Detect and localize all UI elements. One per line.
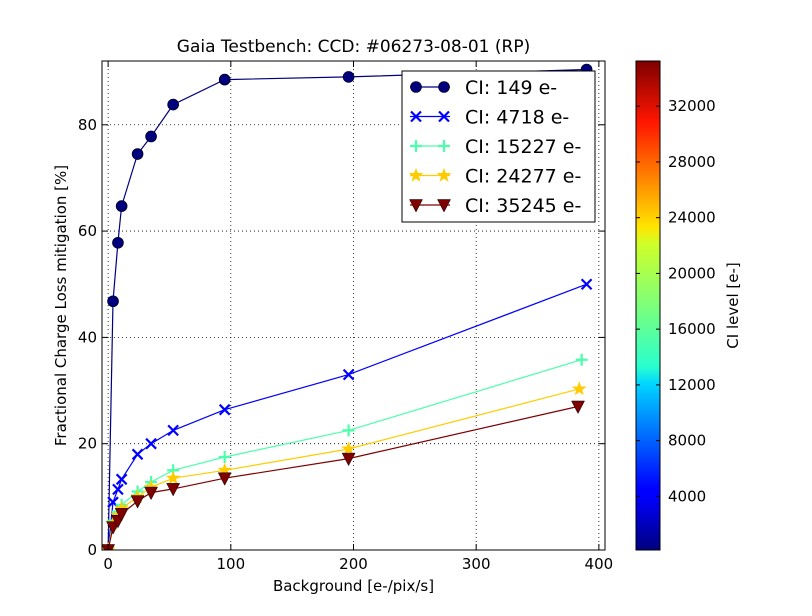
data-point <box>130 495 145 509</box>
data-point <box>342 368 355 381</box>
data-point <box>342 71 355 83</box>
data-point <box>112 483 124 496</box>
colorbar-tick-label: 16000 <box>668 320 716 338</box>
colorbar-tick-label: 12000 <box>668 376 716 394</box>
data-point <box>145 437 157 450</box>
legend-label: CI: 149 e- <box>465 77 557 99</box>
data-point <box>115 473 128 486</box>
colorbar-tick-label: 8000 <box>668 432 706 450</box>
grid-layer <box>102 61 605 551</box>
data-point <box>114 508 129 522</box>
data-point <box>167 98 179 111</box>
series <box>102 381 587 550</box>
data-point <box>145 130 157 143</box>
legend-marker <box>437 199 451 213</box>
y-tick-label: 60 <box>78 222 97 240</box>
legend-marker <box>409 199 423 213</box>
colorbar-tick-label: 32000 <box>668 97 716 115</box>
legend-label: CI: 24277 e- <box>465 166 581 188</box>
y-tick-label: 0 <box>87 541 97 559</box>
legend-marker <box>438 110 450 123</box>
legend-marker <box>410 140 422 152</box>
data-point <box>571 400 585 415</box>
data-point <box>131 448 144 461</box>
y-tick-label: 80 <box>78 116 97 134</box>
data-point <box>575 353 588 366</box>
x-tick-label: 300 <box>462 555 491 573</box>
legend-label: CI: 15227 e- <box>465 136 581 158</box>
data-point <box>217 472 232 486</box>
colorbar-tick-label: 24000 <box>668 209 716 227</box>
x-axis-label: Background [e-/pix/s] <box>273 577 434 595</box>
series <box>102 63 593 550</box>
data-point <box>342 424 355 437</box>
x-tick-label: 100 <box>216 555 245 573</box>
legend: CI: 149 e- CI: 4718 e- CI: 15227 e- CI: 242… <box>401 70 596 223</box>
data-point <box>115 200 128 212</box>
data-point <box>166 483 181 497</box>
series <box>102 278 593 550</box>
axis-layer: 0 100 200 300 400 0 20 40 60 80 <box>78 61 613 573</box>
colorbar-tick-label: 4000 <box>668 487 706 505</box>
x-tick-label: 0 <box>103 555 113 573</box>
data-point <box>167 424 179 437</box>
series-layer <box>102 63 593 550</box>
legend-marker <box>408 167 424 182</box>
data-point <box>165 470 181 485</box>
series <box>102 400 585 550</box>
colorbar <box>635 60 661 551</box>
series-line <box>107 68 587 550</box>
colorbar-ticks: 4000 8000 12000 16000 20000 24000 28000 32000 <box>636 97 716 505</box>
data-point <box>580 278 593 291</box>
data-point <box>112 236 124 249</box>
chart-title: Gaia Testbench: CCD: #06273-08-01 (RP) <box>177 37 530 57</box>
colorbar-label: CI level [e-] <box>724 262 742 348</box>
data-point <box>107 295 119 308</box>
data-point <box>571 381 587 396</box>
x-tick-label: 400 <box>585 555 614 573</box>
legend-label: CI: 4718 e- <box>465 107 569 129</box>
legend-marker <box>410 81 422 93</box>
legend-marker <box>410 110 422 123</box>
legend-marker <box>436 167 452 182</box>
colorbar-tick-label: 20000 <box>668 264 716 282</box>
series-line <box>107 283 587 550</box>
data-point <box>131 148 144 160</box>
legend-marker <box>438 81 450 93</box>
x-tick-label: 200 <box>339 555 368 573</box>
y-axis-label: Fractional Charge Loss mitigation [%] <box>52 165 70 446</box>
data-point <box>218 450 231 463</box>
y-tick-label: 20 <box>78 435 97 453</box>
data-point <box>144 486 158 501</box>
legend-label: CI: 35245 e- <box>465 195 581 217</box>
y-tick-label: 40 <box>78 328 97 346</box>
legend-marker <box>438 140 450 152</box>
data-point <box>341 452 356 467</box>
colorbar-tick-label: 28000 <box>668 153 716 171</box>
data-point <box>341 441 356 456</box>
data-point <box>218 403 231 416</box>
data-point <box>218 73 231 86</box>
